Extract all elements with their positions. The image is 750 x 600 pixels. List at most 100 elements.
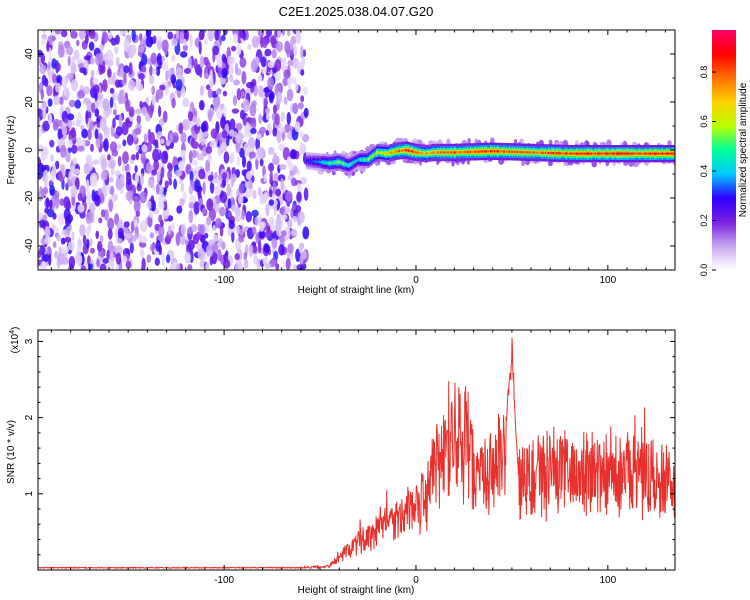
spectrogram-noise-cell [198, 41, 202, 55]
spectrogram-noise-cell [222, 179, 226, 188]
spectrogram-track-cell [390, 151, 393, 154]
spectrogram-noise-cell [140, 65, 147, 73]
spectrogram-noise-cell [248, 136, 255, 151]
spectrogram-noise-cell [195, 117, 201, 127]
spectrogram-track-cell [597, 152, 599, 155]
spectrogram-noise-cell [221, 67, 228, 77]
x-tick-label: -100 [214, 275, 234, 286]
spectrogram-track-cell [524, 151, 527, 154]
spectrogram-noise-cell [119, 96, 127, 104]
spectrogram-track-cell [645, 152, 648, 155]
spectrogram-track-cell [358, 158, 360, 161]
spectrogram-noise-cell [219, 191, 228, 204]
spectrogram-noise-cell [283, 69, 291, 79]
spectrogram-noise-cell [180, 51, 188, 58]
snr-x-axis-label: Height of straight line (km) [298, 585, 415, 596]
spectrogram-noise-cell [78, 30, 86, 40]
spectrogram-track-cell [444, 151, 446, 154]
spectrogram-noise-cell [285, 190, 293, 202]
spectrogram-noise-cell [141, 219, 146, 230]
spectrogram-noise-cell [250, 128, 257, 134]
spectrogram-track-cell [383, 152, 386, 155]
spectrogram-noise-cell [80, 265, 86, 270]
spectrogram-noise-cell [188, 210, 193, 224]
spectrogram-track-cell [416, 151, 418, 154]
spectrogram-noise-cell [205, 261, 210, 270]
spectrogram-noise-cell [283, 96, 288, 106]
spectrogram-noise-cell [212, 45, 220, 56]
spectrogram-noise-cell [149, 232, 154, 239]
spectrogram-track-cell [661, 152, 664, 155]
spectrogram-track-cell [519, 151, 522, 154]
spectrogram-noise-cell [175, 79, 183, 92]
spectrogram-noise-cell [207, 88, 213, 99]
spectrogram-noise-cell [64, 236, 72, 243]
spectrogram-track-cell [339, 161, 342, 164]
spectrogram-noise-cell [282, 77, 289, 87]
spectrogram-noise-cell [158, 118, 165, 126]
spectrogram-track-cell [489, 150, 492, 153]
spectrogram-track-cell [334, 161, 336, 164]
spectrogram-noise-cell [47, 98, 53, 107]
spectrogram-track-cell [418, 151, 421, 154]
spectrogram-track-cell [397, 150, 399, 153]
spectrogram-track-cell [320, 161, 323, 164]
spectrogram-noise-cell [268, 162, 275, 172]
spectrogram-noise-cell [140, 152, 146, 165]
spectrogram-track-cell [578, 152, 581, 155]
spectrogram-track-cell [657, 152, 660, 155]
spectrogram-track-cell [506, 150, 508, 153]
spectrogram-noise-cell [42, 146, 49, 159]
spectrogram-sideband-cell [467, 137, 471, 145]
spectrogram-noise-cell [273, 152, 277, 161]
spectrogram-noise-cell [107, 260, 115, 270]
spectrogram-noise-cell [140, 236, 148, 244]
spectrogram-noise-cell [302, 134, 310, 143]
spectrogram-track-cell [437, 151, 440, 154]
spectrogram-noise-cell [220, 242, 226, 250]
spectrogram-noise-cell [192, 159, 198, 166]
spectrogram-track-cell [613, 152, 616, 155]
spectrogram-noise-cell [136, 183, 142, 192]
spectrogram-track-cell [405, 149, 407, 152]
spectrogram-noise-cell [86, 238, 90, 249]
spectrogram-noise-cell [287, 243, 294, 254]
spectrogram-track-cell [331, 161, 333, 164]
spectrogram-noise-cell [151, 85, 156, 96]
spectrogram-noise-cell [137, 83, 144, 92]
spectrogram-noise-cell [283, 207, 291, 214]
spectrogram-noise-cell [52, 241, 57, 248]
spectrogram-track-cell [484, 150, 487, 153]
spectrogram-noise-cell [247, 43, 252, 50]
spectrogram-track-cell [569, 152, 571, 155]
spectrogram-noise-cell [65, 151, 71, 163]
spectrogram-noise-cell [228, 65, 234, 75]
spectrogram-noise-cell [130, 220, 135, 234]
spectrogram-track-cell [495, 150, 497, 153]
spectrogram-noise-cell [219, 76, 226, 85]
spectrogram-noise-cell [205, 244, 214, 257]
spectrogram-noise-cell [219, 226, 224, 237]
spectrogram-noise-cell [275, 188, 281, 197]
spectrogram-noise-cell [273, 172, 280, 184]
spectrogram-noise-cell [123, 72, 127, 83]
spectrogram-track-cell [614, 152, 617, 155]
spectrogram-noise-cell [79, 224, 86, 237]
spectrogram-track-cell [472, 150, 475, 153]
spectrogram-noise-cell [157, 201, 165, 210]
spectrogram-noise-cell [125, 232, 132, 240]
spectrogram-noise-cell [94, 128, 99, 140]
spectrogram-noise-cell [233, 33, 239, 44]
spectrogram-noise-cell [185, 163, 192, 175]
spectrogram-noise-cell [175, 232, 181, 246]
spectrogram-noise-cell [135, 108, 142, 115]
spectrogram-track-cell [487, 150, 489, 153]
spectrogram-noise-cell [76, 39, 80, 47]
spectrogram-noise-cell [238, 183, 245, 194]
spectrogram-noise-cell [205, 61, 211, 68]
spectrogram-noise-cell [189, 179, 194, 188]
spectrogram-track-cell [604, 152, 606, 155]
spectrogram-noise-cell [133, 233, 138, 241]
spectrogram-track-cell [618, 152, 621, 155]
spectrogram-noise-cell [205, 159, 211, 174]
